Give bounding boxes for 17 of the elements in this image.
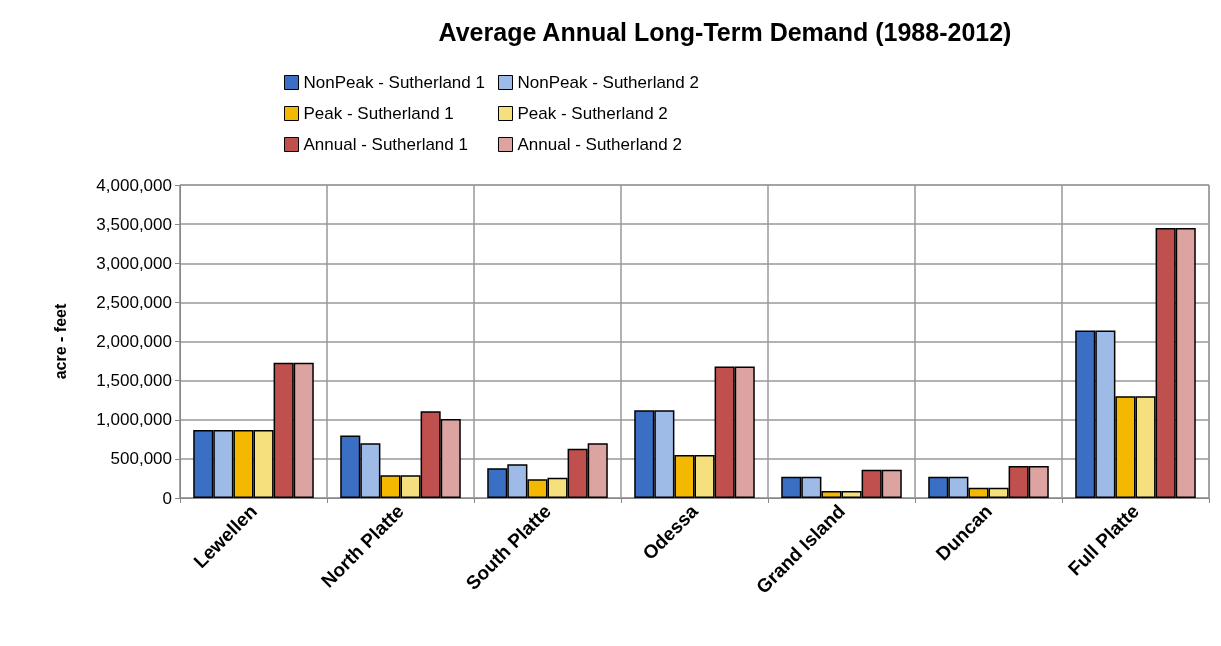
y-tick-label: 500,000 [110, 449, 172, 469]
y-tick-label: 2,500,000 [96, 292, 172, 312]
y-tick-label: 2,000,000 [96, 332, 172, 351]
y-tick-label: 0 [162, 488, 172, 508]
y-tick-label: 3,500,000 [96, 214, 172, 234]
chart-title: Average Annual Long-Term Demand (1988-2012) [438, 17, 1012, 46]
y-tick-label: 4,000,000 [96, 175, 172, 195]
legend-label: Peak - Sutherland 1 [303, 104, 454, 123]
legend-label: Annual - Sutherland 1 [303, 135, 468, 154]
legend-label: NonPeak - Sutherland 2 [517, 73, 699, 92]
legend-label: Annual - Sutherland 2 [517, 135, 682, 154]
legend-label: NonPeak - Sutherland 1 [303, 73, 485, 92]
y-tick-label: 1,500,000 [96, 371, 172, 391]
y-tick-label: 3,000,000 [96, 253, 172, 273]
y-axis-title: acre - feet [51, 303, 69, 380]
y-tick-label: 1,000,000 [96, 410, 172, 430]
legend-label: Peak - Sutherland 2 [517, 104, 668, 123]
